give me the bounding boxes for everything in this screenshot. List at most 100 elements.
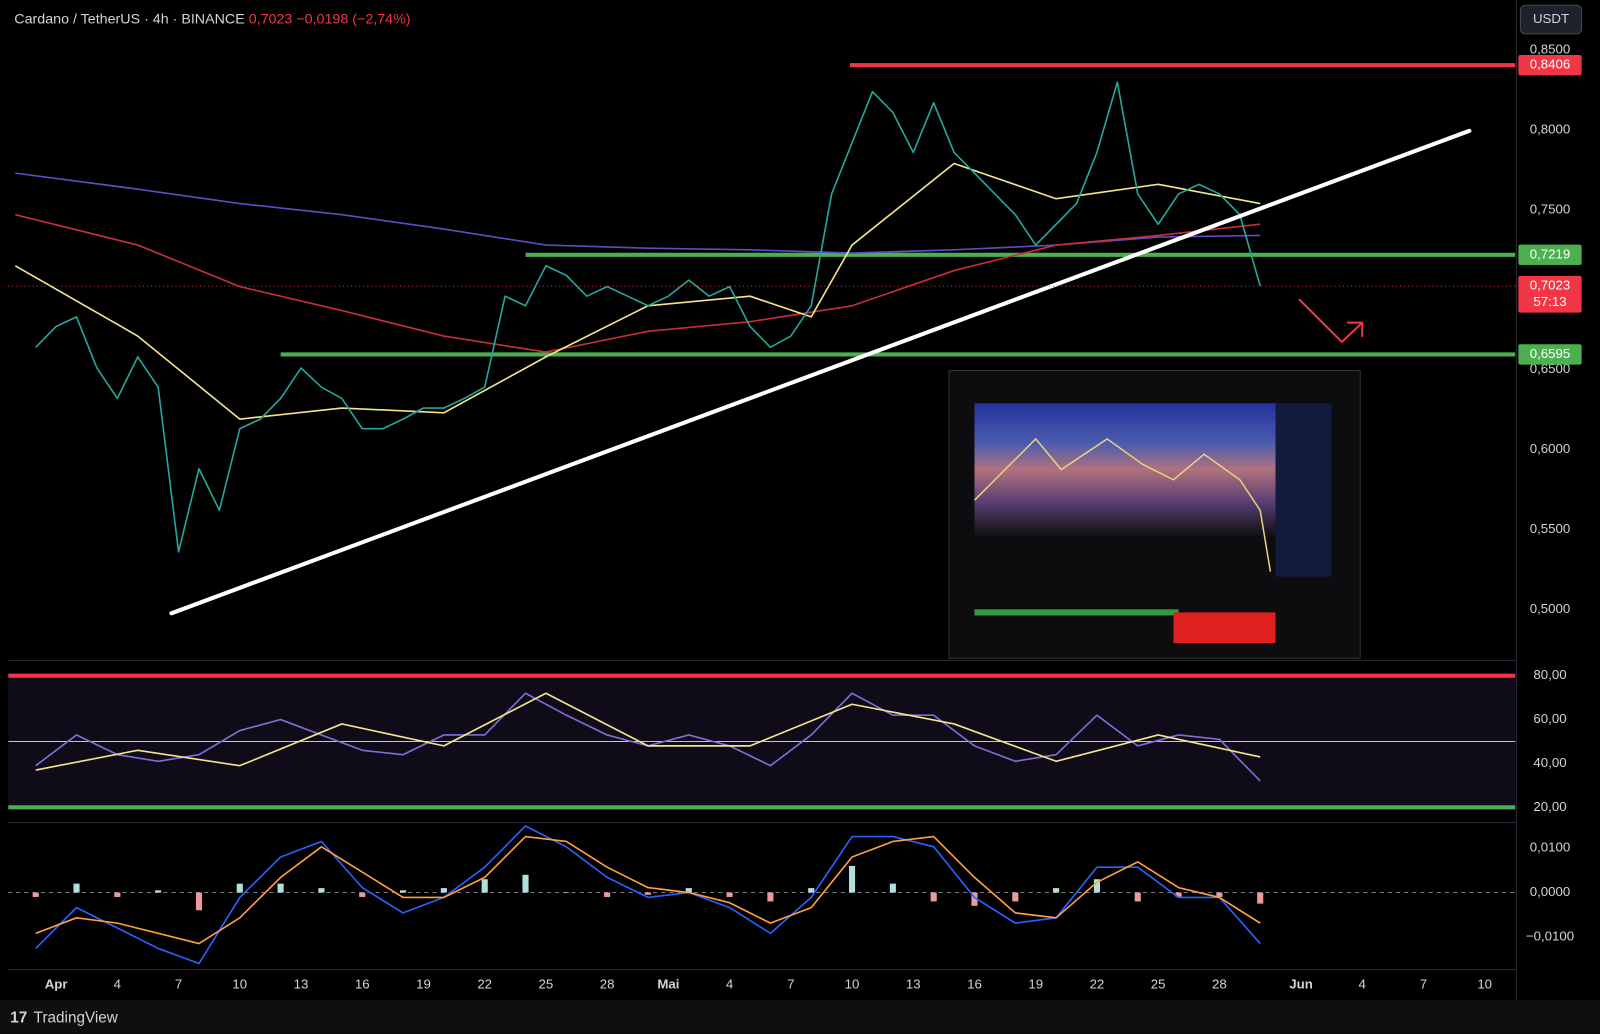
y-tick-label: 0,8000 [1530,122,1571,137]
series-line [35,81,1261,553]
series-line [15,213,1261,353]
brand: TradingView [34,1010,119,1027]
histogram-bar [1012,892,1019,902]
histogram-bar [236,883,243,893]
y-tick-label: 0,7500 [1530,201,1571,216]
pane [14,63,1516,553]
histogram-bar [195,892,203,911]
last-price: 0,7023 [249,11,293,27]
histogram-bar [1134,892,1141,902]
x-tick-label: 19 [1028,976,1043,991]
pane [8,673,1516,810]
y-tick-label: 60,00 [1533,711,1566,726]
countdown: 57:13 [1533,294,1566,309]
x-tick-label: 7 [787,976,794,991]
y-tick-label: 0,5000 [1530,601,1571,616]
trendline [169,128,1472,616]
histogram-bar [155,890,162,893]
histogram-bar [440,888,447,893]
histogram-bar [1093,879,1100,893]
level-label-bg [1518,54,1582,76]
y-tick-label: 40,00 [1533,755,1566,770]
y-tick-label: 80,00 [1533,667,1566,682]
level-label-bg [1518,344,1582,365]
currency-button[interactable] [1519,4,1583,35]
x-tick-label: 16 [967,976,982,991]
histogram-bar [481,879,488,893]
histogram-bar [114,892,121,897]
x-tick-label: 25 [539,976,554,991]
histogram-bar [971,892,978,906]
y-tick-label: 0,0100 [1530,840,1571,855]
series-line [14,162,1261,420]
symbol-header: Cardano / TetherUS · 4h · BINANCE 0,7023… [14,11,410,27]
histogram-bar [522,874,529,893]
x-tick-label: 10 [232,976,247,991]
x-tick-label: 22 [477,976,492,991]
x-tick-label: 28 [600,976,615,991]
y-tick-label: 0,5500 [1530,521,1571,536]
histogram-bar [889,883,896,893]
x-tick-label: 28 [1212,976,1227,991]
histogram-bar [1257,892,1264,904]
histogram-bar [73,883,80,893]
histogram-bar [32,892,39,897]
footer-bar [0,1000,1600,1034]
histogram-bar [318,888,325,893]
x-tick-label: Mai [657,976,679,991]
histogram-bar [1216,892,1223,897]
y-tick-label: 0,6500 [1530,361,1571,376]
histogram-bar [1175,892,1182,897]
histogram-bar [848,865,856,893]
level-label: 0,7219 [1530,246,1571,261]
histogram-bar [277,883,284,893]
histogram-bar [400,890,407,893]
inset-heatmap [948,370,1361,659]
y-tick-label: 0,0000 [1530,884,1571,899]
symbol: Cardano / TetherUS · 4h · BINANCE [14,11,244,27]
level-label-bg [1518,244,1582,265]
x-tick-label: 16 [355,976,370,991]
last-price-label: 0,7023 [1530,278,1571,293]
x-tick-label: 19 [416,976,431,991]
last-price-bg [1518,275,1582,313]
currency-label[interactable]: USDT [1533,11,1569,26]
brand-icon: 17 [10,1010,27,1027]
x-tick-label: 13 [906,976,921,991]
series-line [35,692,1261,771]
x-tick-label: Jun [1289,976,1313,991]
y-tick-label: 20,00 [1533,799,1566,814]
y-tick-label: 0,8500 [1530,42,1571,57]
x-tick-label: 13 [294,976,309,991]
histogram-bar [644,892,652,895]
level-label: 0,6595 [1530,346,1571,361]
x-tick-label: 4 [726,976,733,991]
projection-arrow [1298,298,1364,344]
histogram-bar [1053,888,1060,893]
change-percent: (−2,74%) [352,11,410,27]
histogram-bar [930,892,937,902]
change: −0,0198 [296,11,348,27]
level-label: 0,8406 [1530,57,1571,72]
x-tick-label: 7 [1420,976,1427,991]
histogram-bar [563,892,570,894]
x-tick-label: 22 [1090,976,1105,991]
x-tick-label: 10 [1477,976,1492,991]
y-tick-label: −0,0100 [1526,928,1574,943]
histogram-bar [767,892,774,902]
histogram-bar [359,892,366,897]
x-tick-label: 4 [114,976,121,991]
pane [8,825,1516,965]
x-tick-label: 10 [845,976,860,991]
x-tick-label: 4 [1359,976,1366,991]
histogram-bar [726,892,733,897]
histogram-bar [685,888,692,893]
histogram-bar [604,892,611,897]
series-line [35,835,1261,945]
y-tick-label: 0,6000 [1530,441,1571,456]
x-tick-label: Apr [45,976,68,991]
x-tick-label: 25 [1151,976,1166,991]
x-tick-label: 7 [175,976,182,991]
